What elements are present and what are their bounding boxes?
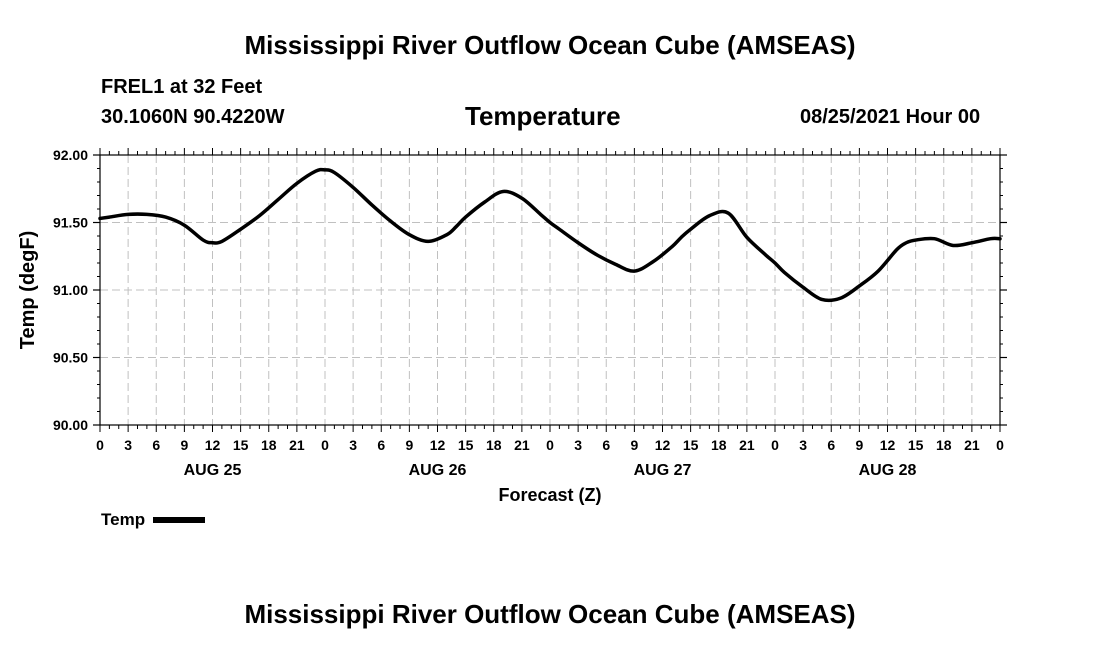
x-tick-label: 3 <box>124 437 132 453</box>
x-tick-label: 12 <box>205 437 221 453</box>
x-tick-label: 18 <box>936 437 952 453</box>
x-tick-label: 0 <box>771 437 779 453</box>
y-tick-label: 92.00 <box>53 147 88 163</box>
x-tick-label: 12 <box>655 437 671 453</box>
grid-lines <box>100 155 1000 425</box>
y-tick-label: 91.00 <box>53 282 88 298</box>
x-tick-label: 12 <box>430 437 446 453</box>
x-tick-label: 9 <box>405 437 413 453</box>
series-layer <box>98 167 1002 303</box>
x-tick-label: 21 <box>964 437 980 453</box>
legend: Temp <box>101 510 206 530</box>
y-axis-label: Temp (degF) <box>17 231 39 350</box>
y-tick-label: 91.50 <box>53 215 88 231</box>
x-tick-label: 0 <box>96 437 104 453</box>
x-tick-label: 21 <box>739 437 755 453</box>
day-label: AUG 27 <box>634 462 692 479</box>
y-tick-label: 90.50 <box>53 350 88 366</box>
x-axis-label: Forecast (Z) <box>498 485 601 505</box>
axis-labels: 90.00 90.50 91.00 91.50 92.00 0 3 6 9 12 15 18 21 0 3 6… <box>17 147 1004 505</box>
page-title: Mississippi River Outflow Ocean Cube (AM… <box>244 30 856 60</box>
x-tick-label: 6 <box>152 437 160 453</box>
x-tick-label: 15 <box>458 437 474 453</box>
station-label: FREL1 at 32 Feet <box>101 76 263 98</box>
x-tick-label: 18 <box>486 437 502 453</box>
x-tick-label: 9 <box>180 437 188 453</box>
legend-swatch <box>153 517 206 523</box>
day-label: AUG 26 <box>409 462 467 479</box>
x-tick-label: 3 <box>349 437 357 453</box>
day-label: AUG 25 <box>184 462 242 479</box>
x-tick-label: 18 <box>261 437 277 453</box>
forecast-datetime: 08/25/2021 Hour 00 <box>800 106 981 128</box>
x-tick-label: 15 <box>683 437 699 453</box>
x-tick-label: 15 <box>233 437 249 453</box>
x-tick-label: 9 <box>855 437 863 453</box>
series-line-temp <box>98 167 1002 303</box>
day-label: AUG 28 <box>859 462 917 479</box>
chart-title: Temperature <box>465 101 621 131</box>
x-tick-label: 0 <box>996 437 1004 453</box>
y-tick-label: 90.00 <box>53 417 88 433</box>
x-tick-label: 6 <box>827 437 835 453</box>
x-tick-label: 3 <box>574 437 582 453</box>
x-tick-label: 0 <box>546 437 554 453</box>
footer-title: Mississippi River Outflow Ocean Cube (AM… <box>244 599 856 629</box>
x-tick-label: 9 <box>630 437 638 453</box>
axes <box>93 148 1007 432</box>
x-tick-label: 18 <box>711 437 727 453</box>
x-tick-label: 12 <box>880 437 896 453</box>
x-tick-label: 0 <box>321 437 329 453</box>
x-tick-label: 6 <box>377 437 385 453</box>
x-tick-label: 21 <box>289 437 305 453</box>
x-tick-label: 21 <box>514 437 530 453</box>
x-tick-label: 15 <box>908 437 924 453</box>
x-tick-label: 3 <box>799 437 807 453</box>
coordinates-label: 30.1060N 90.4220W <box>101 106 285 128</box>
legend-label: Temp <box>101 510 146 529</box>
x-tick-label: 6 <box>602 437 610 453</box>
